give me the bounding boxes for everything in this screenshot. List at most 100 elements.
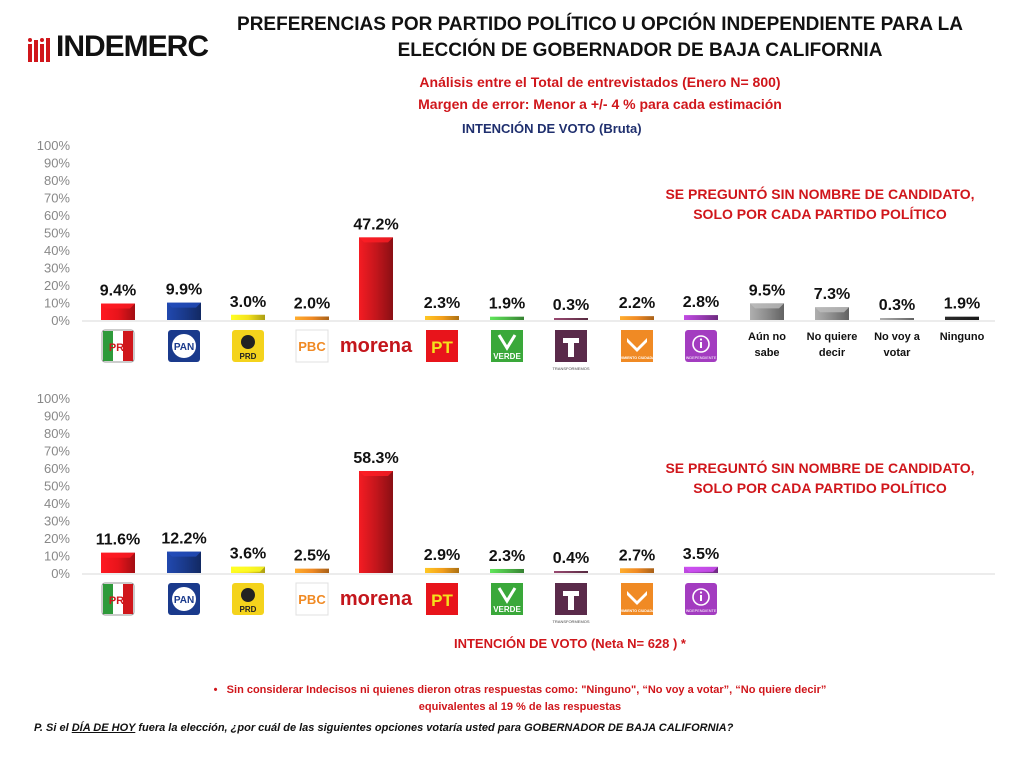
svg-text:MOVIMIENTO CIUDADANO: MOVIMIENTO CIUDADANO: [614, 356, 660, 360]
chart1-note: SE PREGUNTÓ SIN NOMBRE DE CANDIDATO, SOL…: [620, 184, 1020, 224]
svg-text:PRI: PRI: [109, 342, 127, 354]
party-logo-pt-icon: PT: [426, 330, 458, 362]
chart2-ytick: 40%: [44, 496, 70, 511]
chart1-value-label: 2.0%: [294, 296, 330, 313]
chart1-bar: [815, 307, 849, 320]
chart1-ytick: 50%: [44, 226, 70, 241]
chart2-note-line2: SOLO POR CADA PARTIDO POLÍTICO: [693, 480, 947, 496]
chart1-value-label: 2.8%: [683, 294, 719, 311]
chart2-bar: [295, 568, 329, 573]
party-logo-morena-icon: morena: [340, 335, 413, 357]
chart1-bar: [684, 315, 718, 320]
chart2-ytick: 30%: [44, 514, 70, 529]
party-logo-mc-icon: MOVIMIENTO CIUDADANO: [614, 583, 660, 615]
chart1-bar: [359, 237, 393, 320]
chart1-value-label: 1.9%: [944, 296, 980, 313]
chart1-ytick: 0%: [51, 313, 70, 328]
chart2-value-label: 3.5%: [683, 546, 719, 563]
chart1-bar: [880, 318, 914, 320]
footnote-line2: equivalentes al 19 % de las respuestas: [418, 701, 622, 713]
party-logo-transformemos-icon: TRANSFORMEMOS: [552, 583, 590, 624]
chart2-bar: [231, 566, 265, 573]
chart2-ytick: 100%: [37, 391, 71, 406]
chart1-bar: [295, 316, 329, 320]
party-logo-morena-icon: morena: [340, 588, 413, 610]
chart2-value-label: 11.6%: [96, 532, 140, 549]
subtitle-margin: Margen de error: Menor a +/- 4 % para ca…: [418, 96, 782, 112]
charts-canvas: 0% 10% 20% 30% 40% 50% 60% 70% 80% 90% 100% 9.4% 9.9…: [37, 138, 995, 624]
chart1-value-label: 0.3%: [553, 297, 589, 314]
party-logo-pbc-icon: PBC: [295, 582, 329, 616]
chart2-ytick: 80%: [44, 426, 70, 441]
chart1-ytick: 90%: [44, 156, 70, 171]
svg-text:PAN: PAN: [174, 342, 194, 353]
svg-text:morena: morena: [340, 335, 413, 357]
chart1-category-label: sabe: [754, 347, 779, 359]
chart1-value-label: 9.9%: [166, 282, 202, 299]
chart2-bar: [620, 568, 654, 573]
chart1-value-label: 47.2%: [353, 216, 398, 233]
chart1-category-label: Aún no: [748, 331, 786, 343]
chart1-note-line1: SE PREGUNTÓ SIN NOMBRE DE CANDIDATO,: [665, 186, 975, 202]
chart2-ytick: 50%: [44, 479, 70, 494]
chart2-ytick: 60%: [44, 461, 70, 476]
party-logo-prd-icon: PRD: [232, 583, 264, 615]
chart1-bar: [425, 315, 459, 320]
title-line-1: PREFERENCIAS POR PARTIDO POLÍTICO U OPCI…: [237, 14, 963, 35]
footnote: • Sin considerar Indecisos ni quienes di…: [150, 682, 890, 716]
chart1-ytick: 30%: [44, 261, 70, 276]
chart1-bar: [101, 303, 135, 320]
chart1-category-label: decir: [819, 347, 846, 359]
chart2-value-label: 2.7%: [619, 547, 655, 564]
party-logo-pri-icon: PRI: [101, 582, 135, 616]
question-underlined: DÍA DE HOY: [71, 722, 136, 734]
chart1-bar: [231, 314, 265, 320]
party-logo-pri-icon: PRI: [101, 329, 135, 363]
chart1-ytick: 70%: [44, 191, 70, 206]
chart2-ytick: 10%: [44, 549, 70, 564]
chart1-ytick: 60%: [44, 208, 70, 223]
chart2-note-line1: SE PREGUNTÓ SIN NOMBRE DE CANDIDATO,: [665, 460, 975, 476]
chart2-ytick: 0%: [51, 566, 70, 581]
chart2-bar: [554, 571, 588, 573]
chart1-category-label: Ninguno: [940, 331, 985, 343]
party-logo-pan-icon: PAN: [168, 583, 200, 615]
chart2-value-label: 0.4%: [553, 550, 589, 567]
party-logo-mc-icon: MOVIMIENTO CIUDADANO: [614, 330, 660, 362]
chart1-value-label: 9.4%: [100, 283, 136, 300]
svg-text:PAN: PAN: [174, 595, 194, 606]
party-logo-pan-icon: PAN: [168, 330, 200, 362]
chart1-value-label: 3.0%: [230, 294, 266, 311]
chart2-bar: [101, 552, 135, 573]
survey-question: P. Si el DÍA DE HOY fuera la elección, ¿…: [34, 722, 1014, 734]
party-logo-pbc-icon: PBC: [295, 329, 329, 363]
svg-text:PRD: PRD: [240, 605, 257, 614]
chart2-ytick: 90%: [44, 409, 70, 424]
svg-text:TRANSFORMEMOS: TRANSFORMEMOS: [552, 366, 589, 371]
chart2-value-label: 58.3%: [353, 450, 398, 467]
chart1-value-label: 7.3%: [814, 286, 850, 303]
chart1-title: INTENCIÓN DE VOTO (Bruta): [462, 121, 642, 136]
chart2-note: SE PREGUNTÓ SIN NOMBRE DE CANDIDATO, SOL…: [620, 458, 1020, 498]
svg-text:PBC: PBC: [298, 339, 326, 354]
chart1-category-label: No quiere: [807, 331, 858, 343]
chart2-value-label: 12.2%: [161, 531, 206, 548]
svg-text:MOVIMIENTO CIUDADANO: MOVIMIENTO CIUDADANO: [614, 609, 660, 613]
chart2-title: INTENCIÓN DE VOTO (Neta N= 628 ) *: [453, 636, 686, 651]
title-line-2: ELECCIÓN DE GOBERNADOR DE BAJA CALIFORNI…: [397, 40, 883, 61]
chart1-category-label: No voy a: [874, 331, 921, 343]
chart1-ytick: 20%: [44, 278, 70, 293]
chart1-bar: [167, 302, 201, 320]
chart2-value-label: 2.5%: [294, 548, 330, 565]
chart2-bar: [684, 566, 718, 573]
svg-text:morena: morena: [340, 588, 413, 610]
chart-2: 0% 10% 20% 30% 40% 50% 60% 70% 80% 90% 100% 11.6% 12…: [37, 391, 995, 581]
chart1-bar: [554, 318, 588, 320]
chart1-value-label: 2.2%: [619, 295, 655, 312]
chart1-bar: [750, 303, 784, 320]
logo-bars-icon: [28, 38, 50, 62]
svg-text:PRI: PRI: [109, 595, 127, 607]
svg-text:PRD: PRD: [240, 352, 257, 361]
chart2-value-label: 2.3%: [489, 548, 525, 565]
chart1-bar: [945, 316, 979, 320]
